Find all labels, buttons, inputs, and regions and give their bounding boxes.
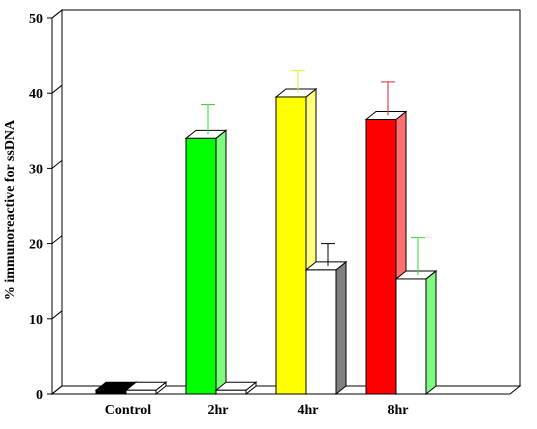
bar-control-0 (125, 389, 157, 395)
bar-treated-0 (95, 389, 127, 395)
y-tick-label: 0 (36, 388, 43, 403)
x-category-label: Control (105, 403, 152, 418)
y-axis-title: % immunoreactive for ssDNA (3, 119, 18, 300)
y-tick-label: 20 (29, 238, 43, 253)
bar-treated-2 (275, 96, 307, 395)
bar-control-2 (305, 269, 337, 395)
y-tick-label: 40 (29, 87, 43, 102)
bar-control-3 (395, 278, 427, 395)
y-tick-depth (51, 9, 63, 19)
y-tick-depth (51, 310, 63, 320)
side-wall (51, 8, 63, 396)
bar-control-1 (215, 389, 247, 395)
bar-treated-1 (185, 137, 217, 395)
bar-control-2-side (335, 260, 347, 396)
y-tick-depth (51, 160, 63, 169)
bar-treated-3 (365, 119, 397, 395)
y-tick-depth (51, 84, 63, 94)
y-tick-label: 10 (29, 313, 43, 328)
x-category-label: 4hr (298, 403, 319, 418)
x-category-label: 8hr (388, 403, 409, 418)
y-tick-label: 30 (29, 162, 43, 177)
bar-control-3-side (425, 269, 437, 396)
x-category-label: 2hr (208, 403, 229, 418)
y-tick-depth (51, 385, 63, 395)
bar-treated-1-side (215, 129, 227, 396)
y-tick-label: 50 (29, 12, 43, 27)
y-tick-depth (51, 235, 63, 244)
